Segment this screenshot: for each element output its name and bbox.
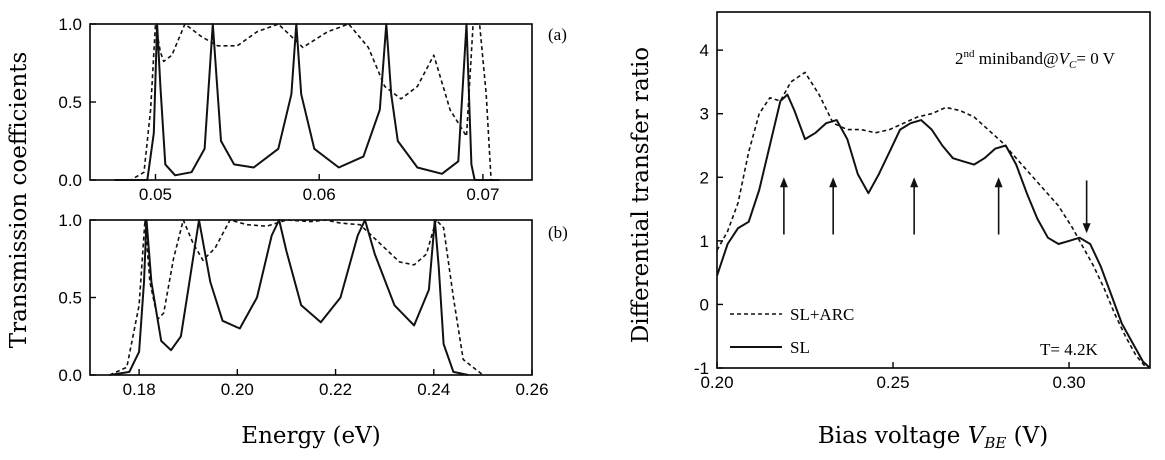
panel-a-solid-series bbox=[114, 23, 500, 181]
b-x-tick-label-2: 0.22 bbox=[319, 380, 352, 399]
a-y-tick-label-0: 0.0 bbox=[58, 171, 82, 190]
r-x-tick-label-0: 0.20 bbox=[700, 373, 733, 392]
panel-b-solid-series bbox=[109, 219, 469, 376]
r-y-tick-label-4: 3 bbox=[700, 105, 709, 124]
r-x-tick-label-1: 0.25 bbox=[876, 373, 909, 392]
panel-a: 0.05 0.06 0.07 0.0 0.5 1.0 (a) bbox=[58, 15, 567, 204]
panel-right-sl-arc-series bbox=[716, 71, 1148, 369]
a-y-tick-label-1: 0.5 bbox=[58, 93, 82, 112]
up-arrow-head-1 bbox=[829, 177, 838, 188]
temperature-label: T= 4.2K bbox=[1040, 340, 1098, 359]
r-y-tick-label-3: 2 bbox=[700, 168, 709, 187]
b-y-tick-label-0: 0.0 bbox=[58, 366, 82, 385]
left-y-axis-title: Transmission coefficients bbox=[6, 52, 32, 349]
panel-b-label: (b) bbox=[548, 223, 568, 242]
a-y-tick-label-2: 1.0 bbox=[58, 15, 82, 34]
panel-b-dashed-series bbox=[109, 219, 484, 376]
up-arrow-head-0 bbox=[779, 177, 788, 188]
legend-sl-label: SL bbox=[790, 338, 810, 357]
r-y-tick-label-1: 0 bbox=[700, 295, 709, 314]
b-x-tick-label-1: 0.20 bbox=[221, 380, 254, 399]
panel-b-frame bbox=[89, 219, 533, 376]
left-x-axis-title: Energy (eV) bbox=[241, 423, 380, 449]
panel-right-sl-series bbox=[716, 93, 1151, 369]
legend-sl-arc-label: SL+ARC bbox=[790, 305, 854, 324]
miniband-annotation: 2nd miniband@VC= 0 V bbox=[955, 48, 1116, 71]
down-arrow-head bbox=[1082, 223, 1091, 234]
b-y-tick-label-1: 0.5 bbox=[58, 289, 82, 308]
a-x-tick-label-0: 0.05 bbox=[139, 185, 172, 204]
r-y-tick-label-2: 1 bbox=[700, 232, 709, 251]
b-y-tick-label-2: 1.0 bbox=[58, 211, 82, 230]
right-x-axis-title: Bias voltage VBE (V) bbox=[818, 423, 1048, 452]
panel-right: 0.20 0.25 0.30 -1 0 1 2 3 4 2nd miniband@VC= 0 … bbox=[694, 11, 1151, 392]
b-x-tick-label-0: 0.18 bbox=[123, 380, 156, 399]
panel-a-dashed-series bbox=[114, 23, 500, 181]
b-x-tick-label-4: 0.26 bbox=[515, 380, 548, 399]
up-arrow-head-2 bbox=[910, 177, 919, 188]
b-x-tick-label-3: 0.24 bbox=[417, 380, 450, 399]
r-y-tick-label-5: 4 bbox=[700, 41, 709, 60]
a-x-tick-label-1: 0.06 bbox=[303, 185, 336, 204]
r-x-tick-label-2: 0.30 bbox=[1052, 373, 1085, 392]
up-arrow-head-3 bbox=[994, 177, 1003, 188]
right-y-axis-title: Differential transfer ratio bbox=[628, 47, 654, 343]
panel-b: 0.18 0.20 0.22 0.24 0.26 0.0 0.5 1.0 (b) bbox=[58, 211, 567, 399]
panel-a-label: (a) bbox=[548, 25, 567, 44]
panel-right-frame bbox=[716, 11, 1151, 369]
a-x-tick-label-2: 0.07 bbox=[466, 185, 499, 204]
r-y-tick-label-0: -1 bbox=[694, 359, 709, 378]
